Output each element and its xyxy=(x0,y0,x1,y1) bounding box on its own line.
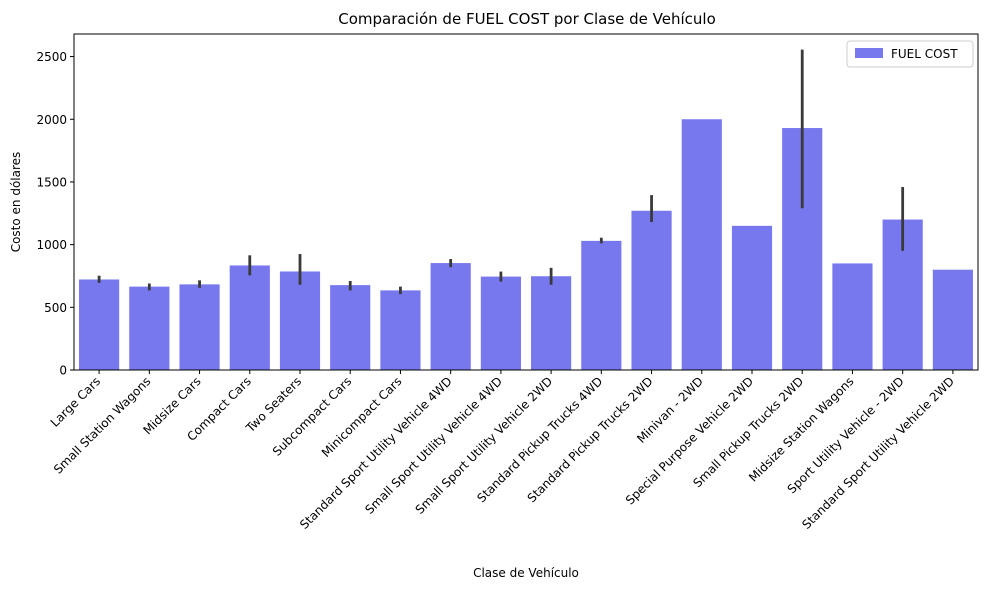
bar xyxy=(832,263,872,370)
bar xyxy=(280,271,320,370)
y-tick-label: 2000 xyxy=(36,113,67,127)
y-tick-label: 1000 xyxy=(36,238,67,252)
chart-title: Comparación de FUEL COST por Clase de Ve… xyxy=(338,10,716,28)
x-tick-label: Large Cars xyxy=(48,374,104,430)
bar xyxy=(179,284,219,370)
bar xyxy=(531,276,571,370)
x-axis-label: Clase de Vehículo xyxy=(473,566,579,580)
y-axis-label: Costo en dólares xyxy=(9,152,23,253)
bar xyxy=(631,211,671,370)
x-tick-label: Midsize Station Wagons xyxy=(746,374,856,484)
bar xyxy=(481,277,521,370)
bar xyxy=(230,265,270,370)
y-tick-label: 1500 xyxy=(36,175,67,189)
legend-swatch xyxy=(855,48,883,58)
bar xyxy=(732,226,772,370)
y-tick-label: 2500 xyxy=(36,50,67,64)
bars xyxy=(79,119,973,370)
y-axis-ticks: 0 500 1000 1500 2000 2500 xyxy=(36,50,74,377)
bar xyxy=(129,287,169,370)
legend-label: FUEL COST xyxy=(891,47,958,61)
x-tick-label: Small Station Wagons xyxy=(51,374,153,476)
bar xyxy=(330,285,370,370)
bar xyxy=(380,290,420,370)
y-tick-label: 500 xyxy=(44,301,67,315)
bar xyxy=(581,241,621,370)
bar xyxy=(79,279,119,370)
bar xyxy=(933,270,973,370)
bar xyxy=(431,263,471,370)
y-tick-label: 0 xyxy=(59,364,67,378)
legend: FUEL COST xyxy=(847,41,973,67)
bar xyxy=(682,119,722,370)
